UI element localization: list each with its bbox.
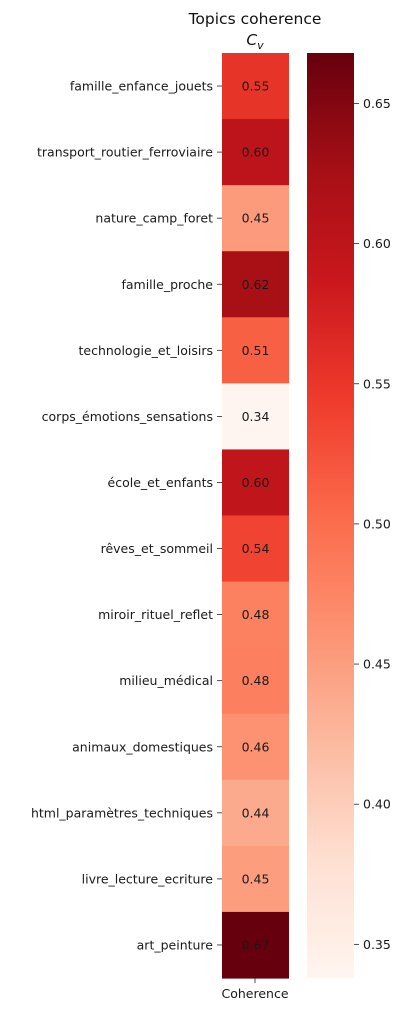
row-label: école_et_enfants	[108, 475, 213, 490]
colorbar-tick-label: 0.35	[363, 937, 391, 952]
heatmap-cell	[222, 383, 289, 451]
cell-value-label: 0.34	[242, 409, 270, 424]
row-label: milieu_médical	[119, 673, 213, 688]
colorbar-tick-label: 0.55	[363, 376, 391, 391]
row-label: html_paramètres_techniques	[31, 805, 213, 820]
row-label: famille_proche	[121, 277, 213, 292]
cell-value-label: 0.48	[242, 607, 270, 622]
heatmap-cell	[222, 119, 289, 186]
heatmap-cell	[222, 713, 289, 781]
row-label: corps_émotions_sensations	[42, 409, 213, 424]
cell-value-label: 0.46	[242, 739, 270, 754]
row-label: famille_enfance_jouets	[70, 79, 213, 94]
heatmap-cell	[222, 185, 289, 252]
cell-value-label: 0.44	[242, 805, 270, 820]
colorbar-tick-label: 0.45	[363, 657, 391, 672]
cell-value-label: 0.62	[242, 277, 270, 292]
heatmap-cell	[222, 317, 289, 384]
heatmap-cells: 0.55 0.60 0.45 0.62 0.51 0.34 0.60 0.54 0.48 0.48…	[222, 53, 289, 979]
heatmap-cell	[222, 581, 289, 649]
colorbar-tick-label: 0.65	[363, 96, 391, 111]
cell-value-label: 0.54	[242, 541, 270, 556]
heatmap-cell	[222, 845, 289, 913]
row-label: transport_routier_ferroviaire	[37, 145, 213, 160]
row-labels: famille_enfance_jouets transport_routier_…	[31, 79, 222, 952]
colorbar-ticks: 0.35 0.40 0.45 0.50 0.55 0.60 0.65	[354, 96, 391, 952]
subtitle-main: C	[246, 31, 257, 49]
heatmap-cell	[222, 911, 289, 979]
row-label: miroir_rituel_reflet	[98, 607, 213, 622]
cell-value-label: 0.45	[242, 211, 270, 226]
chart-subtitle: Cv	[246, 31, 264, 52]
row-label: art_peinture	[137, 937, 214, 952]
x-tick-label: Coherence	[221, 986, 288, 1001]
colorbar-tick-label: 0.50	[363, 516, 391, 531]
cell-value-label: 0.51	[242, 343, 270, 358]
colorbar	[307, 53, 354, 978]
subtitle-subscript: v	[257, 39, 264, 52]
heatmap-cell	[222, 779, 289, 847]
heatmap-cell	[222, 53, 289, 120]
chart-title: Topics coherence	[188, 10, 322, 28]
cell-value-label: 0.48	[242, 673, 270, 688]
row-label: rêves_et_sommeil	[101, 541, 213, 556]
row-label: animaux_domestiques	[72, 739, 213, 754]
heatmap-cell	[222, 515, 289, 583]
cell-value-label: 0.45	[242, 871, 270, 886]
row-label: livre_lecture_ecriture	[82, 871, 214, 886]
cell-value-label: 0.67	[242, 937, 270, 952]
colorbar-tick-label: 0.60	[363, 236, 391, 251]
cell-value-label: 0.55	[242, 79, 270, 94]
row-label: technologie_et_loisirs	[79, 343, 214, 358]
heatmap-cell	[222, 647, 289, 715]
heatmap-cell	[222, 449, 289, 517]
heatmap-cell	[222, 251, 289, 318]
row-label: nature_camp_foret	[95, 211, 213, 226]
cell-value-label: 0.60	[242, 145, 270, 160]
colorbar-tick-label: 0.40	[363, 797, 391, 812]
cell-value-label: 0.60	[242, 475, 270, 490]
